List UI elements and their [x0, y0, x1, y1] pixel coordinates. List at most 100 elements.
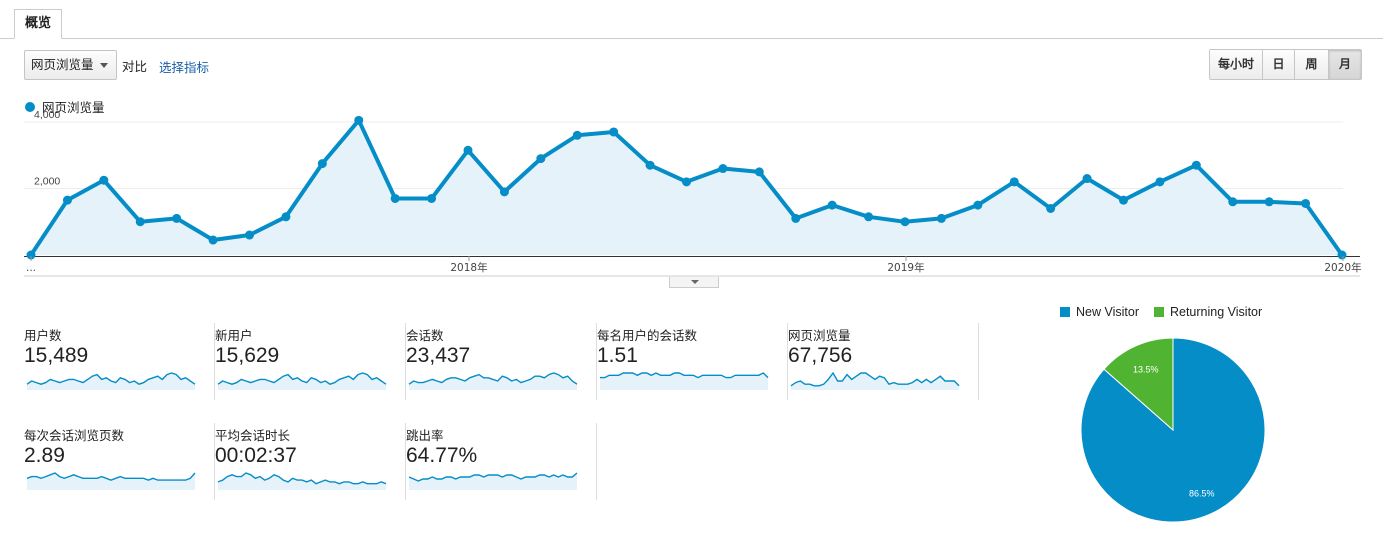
period-month-button[interactable]: 月 [1329, 50, 1361, 79]
legend-swatch [1060, 307, 1070, 317]
metric-tile-users[interactable]: 用户数 15,489 [24, 323, 215, 400]
visitor-type-pie-chart[interactable]: 86.5% 13.5% [1075, 332, 1275, 528]
period-day-button[interactable]: 日 [1263, 50, 1295, 79]
data-point[interactable] [1082, 174, 1092, 184]
data-point[interactable] [281, 212, 291, 222]
data-point[interactable] [1337, 250, 1347, 260]
pie-slice-label: 13.5% [1133, 365, 1159, 375]
data-point[interactable] [26, 250, 36, 260]
data-point[interactable] [1228, 197, 1238, 207]
tile-divider [596, 323, 597, 400]
sparkline-area [791, 373, 959, 390]
sparkline-area [600, 373, 768, 390]
data-point[interactable] [936, 213, 946, 223]
data-point[interactable] [1264, 197, 1274, 207]
series-dot-icon [25, 101, 35, 112]
metric-sparkline [790, 371, 960, 390]
data-point[interactable] [973, 200, 983, 210]
metric-label: 网页浏览量 [788, 328, 851, 343]
period-toggle-group: 每小时 日 周 月 [1209, 49, 1362, 80]
metric-label: 每名用户的会话数 [597, 328, 698, 343]
metric-tile-bounce-rate[interactable]: 跳出率 64.77% [406, 423, 597, 500]
data-point[interactable] [354, 115, 364, 125]
data-point[interactable] [99, 175, 109, 185]
metric-dropdown[interactable]: 网页浏览量 [24, 50, 117, 80]
tile-divider [214, 423, 215, 500]
data-point[interactable] [609, 127, 619, 137]
metric-value: 2.89 [24, 444, 65, 467]
data-point[interactable] [1191, 160, 1201, 170]
tile-divider [978, 323, 979, 400]
data-point[interactable] [1046, 203, 1056, 213]
data-point[interactable] [791, 213, 801, 223]
data-point[interactable] [572, 130, 582, 140]
sparkline-line [26, 472, 196, 481]
metric-tile-avg-session-duration[interactable]: 平均会话时长 00:02:37 [215, 423, 406, 500]
data-point[interactable] [1119, 195, 1128, 205]
metric-label: 会话数 [406, 328, 444, 343]
tile-divider [405, 423, 406, 500]
metric-sparkline [217, 472, 387, 490]
metric-tile-pages-per-session[interactable]: 每次会话浏览页数 2.89 [24, 423, 215, 500]
x-tick-label: 2020年 [1324, 261, 1361, 274]
data-point[interactable] [864, 212, 874, 222]
pie-legend-item-returning[interactable]: Returning Visitor [1153, 305, 1263, 319]
data-point[interactable] [245, 230, 254, 240]
data-point[interactable] [1155, 177, 1165, 187]
data-point[interactable] [499, 187, 509, 197]
series-area [31, 120, 1342, 255]
metric-value: 64.77% [406, 444, 478, 467]
data-point[interactable] [682, 177, 691, 187]
data-point[interactable] [208, 235, 218, 245]
tile-divider [787, 323, 788, 400]
metric-label: 跳出率 [406, 428, 444, 443]
sparkline-line [217, 372, 387, 385]
metric-sparkline [600, 372, 769, 390]
data-point[interactable] [827, 200, 837, 210]
x-tick-label: 2018年 [450, 261, 487, 274]
data-point[interactable] [135, 217, 145, 227]
metric-value: 00:02:37 [215, 444, 297, 467]
chart-legend[interactable]: 网页浏览量 [25, 97, 105, 116]
sparkline-line [408, 472, 578, 482]
metric-tile-new-users[interactable]: 新用户 15,629 [215, 323, 406, 400]
x-tick-label: ... [26, 262, 36, 274]
sparkline-area [409, 373, 577, 390]
metric-sparkline [26, 472, 196, 490]
data-point[interactable] [62, 195, 72, 205]
chart-collapse-handle[interactable] [669, 277, 719, 288]
y-tick-label: 4,000 [34, 110, 60, 121]
tab-divider [0, 38, 1383, 39]
metric-label: 每次会话浏览页数 [24, 428, 125, 443]
sparkline-line [790, 371, 960, 387]
data-point[interactable] [536, 154, 546, 164]
metric-value: 15,489 [24, 344, 89, 367]
data-point[interactable] [1301, 198, 1311, 208]
period-hourly-button[interactable]: 每小时 [1210, 50, 1263, 79]
data-point[interactable] [317, 159, 327, 169]
pie-legend-label: New Visitor [1076, 305, 1139, 319]
metric-value: 67,756 [788, 344, 853, 367]
select-metric-link[interactable]: 选择指标 [159, 60, 210, 75]
pie-legend: New Visitor Returning Visitor [1060, 305, 1277, 319]
metric-tile-sessions-per-user[interactable]: 每名用户的会话数 1.51 [597, 323, 788, 400]
data-point[interactable] [172, 213, 182, 223]
pie-legend-label: Returning Visitor [1169, 305, 1263, 319]
data-point[interactable] [754, 167, 764, 177]
pageviews-line-chart[interactable]: 4,000 2,000... 2018年 2019年 2020年 [0, 110, 1387, 278]
metric-tile-pageviews[interactable]: 网页浏览量 67,756 [788, 323, 979, 400]
data-point[interactable] [1009, 177, 1019, 187]
data-point[interactable] [463, 145, 473, 155]
sparkline-line [26, 372, 196, 385]
tab-overview[interactable]: 概览 [14, 9, 62, 39]
data-point[interactable] [718, 164, 728, 174]
pie-legend-item-new[interactable]: New Visitor [1060, 305, 1139, 319]
pie-slice[interactable] [1103, 337, 1174, 432]
data-point[interactable] [645, 160, 655, 170]
data-point[interactable] [390, 193, 400, 203]
data-point[interactable] [900, 217, 910, 227]
period-week-button[interactable]: 周 [1295, 50, 1329, 79]
metric-tile-sessions[interactable]: 会话数 23,437 [406, 323, 597, 400]
chevron-down-icon [100, 63, 108, 68]
data-point[interactable] [427, 193, 437, 203]
